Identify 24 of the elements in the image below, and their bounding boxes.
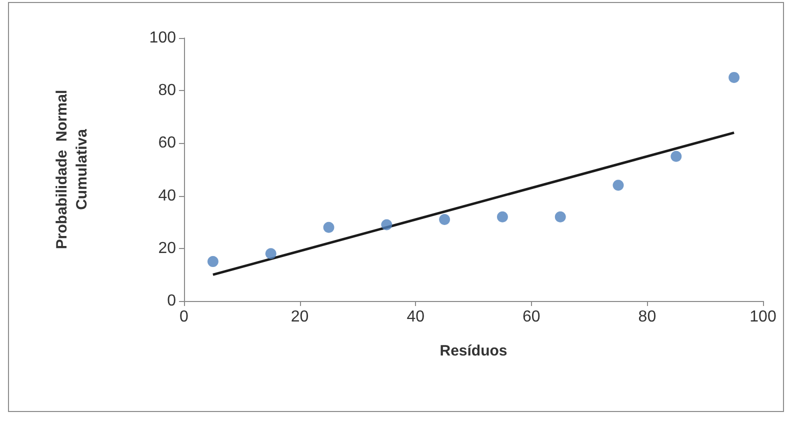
x-tick-label: 40 bbox=[406, 308, 425, 326]
point bbox=[381, 219, 392, 230]
point bbox=[265, 248, 276, 260]
point bbox=[554, 211, 566, 222]
point bbox=[728, 72, 740, 83]
point bbox=[496, 211, 508, 222]
y-tick-label: 80 bbox=[158, 82, 176, 100]
point bbox=[323, 222, 334, 233]
x-tick-label: 0 bbox=[180, 308, 189, 326]
y-tick-label: 0 bbox=[167, 292, 176, 310]
y-tick-label: 20 bbox=[158, 240, 176, 257]
y-axis-title: Probabilidade Normal Cumulativa bbox=[54, 90, 90, 250]
x-tick-label: 100 bbox=[750, 308, 776, 326]
point bbox=[670, 150, 682, 162]
x-tick-label: 20 bbox=[290, 308, 309, 326]
point bbox=[612, 180, 624, 191]
y-tick-label: 40 bbox=[158, 187, 176, 204]
point bbox=[439, 214, 450, 225]
x-axis-title: Resíduos bbox=[440, 342, 508, 360]
y-tick-label: 60 bbox=[158, 134, 176, 152]
y-tick-label: 100 bbox=[149, 30, 176, 46]
x-tick-label: 60 bbox=[522, 308, 540, 326]
x-tick-label: 80 bbox=[638, 308, 656, 326]
point bbox=[207, 256, 218, 268]
